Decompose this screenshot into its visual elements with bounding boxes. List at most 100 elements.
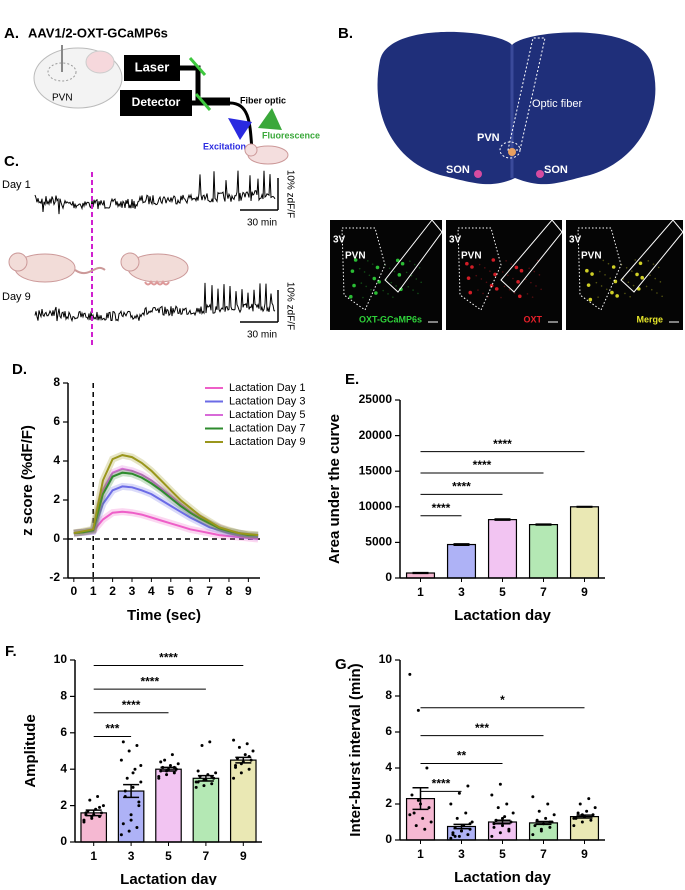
data-point — [531, 795, 535, 799]
data-point — [135, 825, 139, 829]
cell-signal — [513, 292, 516, 294]
data-point — [127, 749, 131, 753]
cell-signal — [652, 263, 655, 265]
data-point — [429, 820, 433, 824]
data-point — [449, 836, 453, 840]
cell-signal — [387, 293, 389, 295]
cell-signal — [409, 260, 411, 263]
x-tick-label: 7 — [206, 584, 213, 598]
data-point — [552, 813, 556, 817]
data-point — [243, 753, 247, 757]
data-point — [129, 818, 133, 822]
data-point — [455, 816, 459, 820]
fiber-label: Fiber optic — [240, 95, 286, 105]
data-point — [135, 744, 139, 748]
region-label: PVN — [477, 132, 500, 144]
chart: G. 0 2 4 6 8 10 Inter-burst interval (min) Lacta… — [335, 652, 605, 886]
cell-signal — [350, 269, 355, 273]
data-point — [580, 820, 584, 824]
cell-signal — [659, 281, 662, 283]
x-tick-label: 5 — [165, 849, 172, 863]
cell-signal — [382, 289, 384, 292]
data-point — [457, 791, 461, 795]
cell-signal — [420, 281, 422, 284]
cell-signal — [487, 295, 490, 298]
error-bar — [412, 571, 429, 575]
data-point — [412, 811, 416, 815]
cell-signal — [417, 292, 419, 295]
data-point — [157, 774, 161, 778]
cell-signal — [661, 295, 663, 298]
cell-signal — [465, 261, 469, 266]
data-point — [133, 767, 137, 771]
bar — [487, 519, 518, 579]
x-tick-label: 3 — [458, 847, 465, 861]
region-label: SON — [446, 164, 470, 176]
x-tick-label: 9 — [240, 849, 247, 863]
data-point — [251, 749, 255, 753]
error-bar — [494, 518, 511, 521]
y-tick-label: 6 — [385, 724, 392, 738]
error-bar — [576, 814, 593, 819]
y-tick-label: 0 — [385, 832, 392, 846]
bar — [446, 543, 477, 579]
bar — [80, 812, 108, 843]
cell-signal — [407, 286, 410, 288]
cell-signal — [353, 258, 358, 262]
scale-label: 30 min — [247, 218, 277, 229]
data-point — [131, 785, 135, 789]
series-line — [73, 510, 259, 540]
cell-signal — [494, 287, 499, 291]
fiber-track — [507, 37, 546, 151]
cell-signal — [501, 271, 504, 273]
series-line — [73, 454, 259, 537]
x-tick-label: 7 — [203, 849, 210, 863]
data-point — [498, 782, 502, 786]
data-point — [125, 776, 129, 780]
cell-signal — [514, 265, 519, 270]
cell-signal — [352, 283, 356, 288]
fiber-track — [384, 219, 443, 293]
cell-signal — [503, 285, 506, 288]
cell-signal — [517, 294, 522, 299]
y-tick-label: 2 — [53, 492, 60, 506]
cell-signal — [528, 267, 530, 270]
data-point — [466, 784, 470, 788]
error-bar — [535, 820, 552, 826]
micro-label: PVN — [461, 251, 482, 262]
x-tick-label: 2 — [109, 584, 116, 598]
cell-signal — [605, 288, 608, 291]
cell-signal — [530, 281, 532, 284]
x-tick-label: 9 — [245, 584, 252, 598]
data-point — [247, 767, 251, 771]
micrographs: 3V PVN OXT-GCaMP6s 3V PVN OXT 3V PVN Merge — [330, 219, 684, 330]
region-outline — [577, 227, 622, 311]
significance-label: **** — [452, 480, 471, 494]
x-tick-label: 7 — [540, 847, 547, 861]
cell-signal — [536, 259, 539, 262]
detector-label: Detector — [132, 95, 181, 109]
data-point — [237, 745, 241, 749]
cell-signal — [535, 285, 537, 287]
cell-signal — [500, 296, 502, 299]
cell-signal — [400, 261, 405, 266]
cell-signal — [657, 266, 660, 269]
data-point — [194, 780, 198, 784]
fluorescence-arrow — [258, 108, 282, 130]
cell-signal — [358, 267, 361, 270]
laser-label: Laser — [135, 59, 170, 74]
detector-box — [120, 90, 192, 116]
micro-caption: OXT — [523, 314, 542, 324]
data-point — [572, 816, 576, 820]
significance-label: **** — [159, 651, 178, 665]
cell-signal — [629, 295, 631, 298]
fiber-track — [500, 219, 563, 293]
data-point — [421, 816, 425, 820]
son-signal — [536, 170, 544, 178]
cell-signal — [372, 276, 377, 281]
data-point — [576, 811, 580, 815]
cell-signal — [602, 259, 605, 262]
cell-signal — [656, 292, 658, 294]
data-point — [587, 797, 591, 801]
